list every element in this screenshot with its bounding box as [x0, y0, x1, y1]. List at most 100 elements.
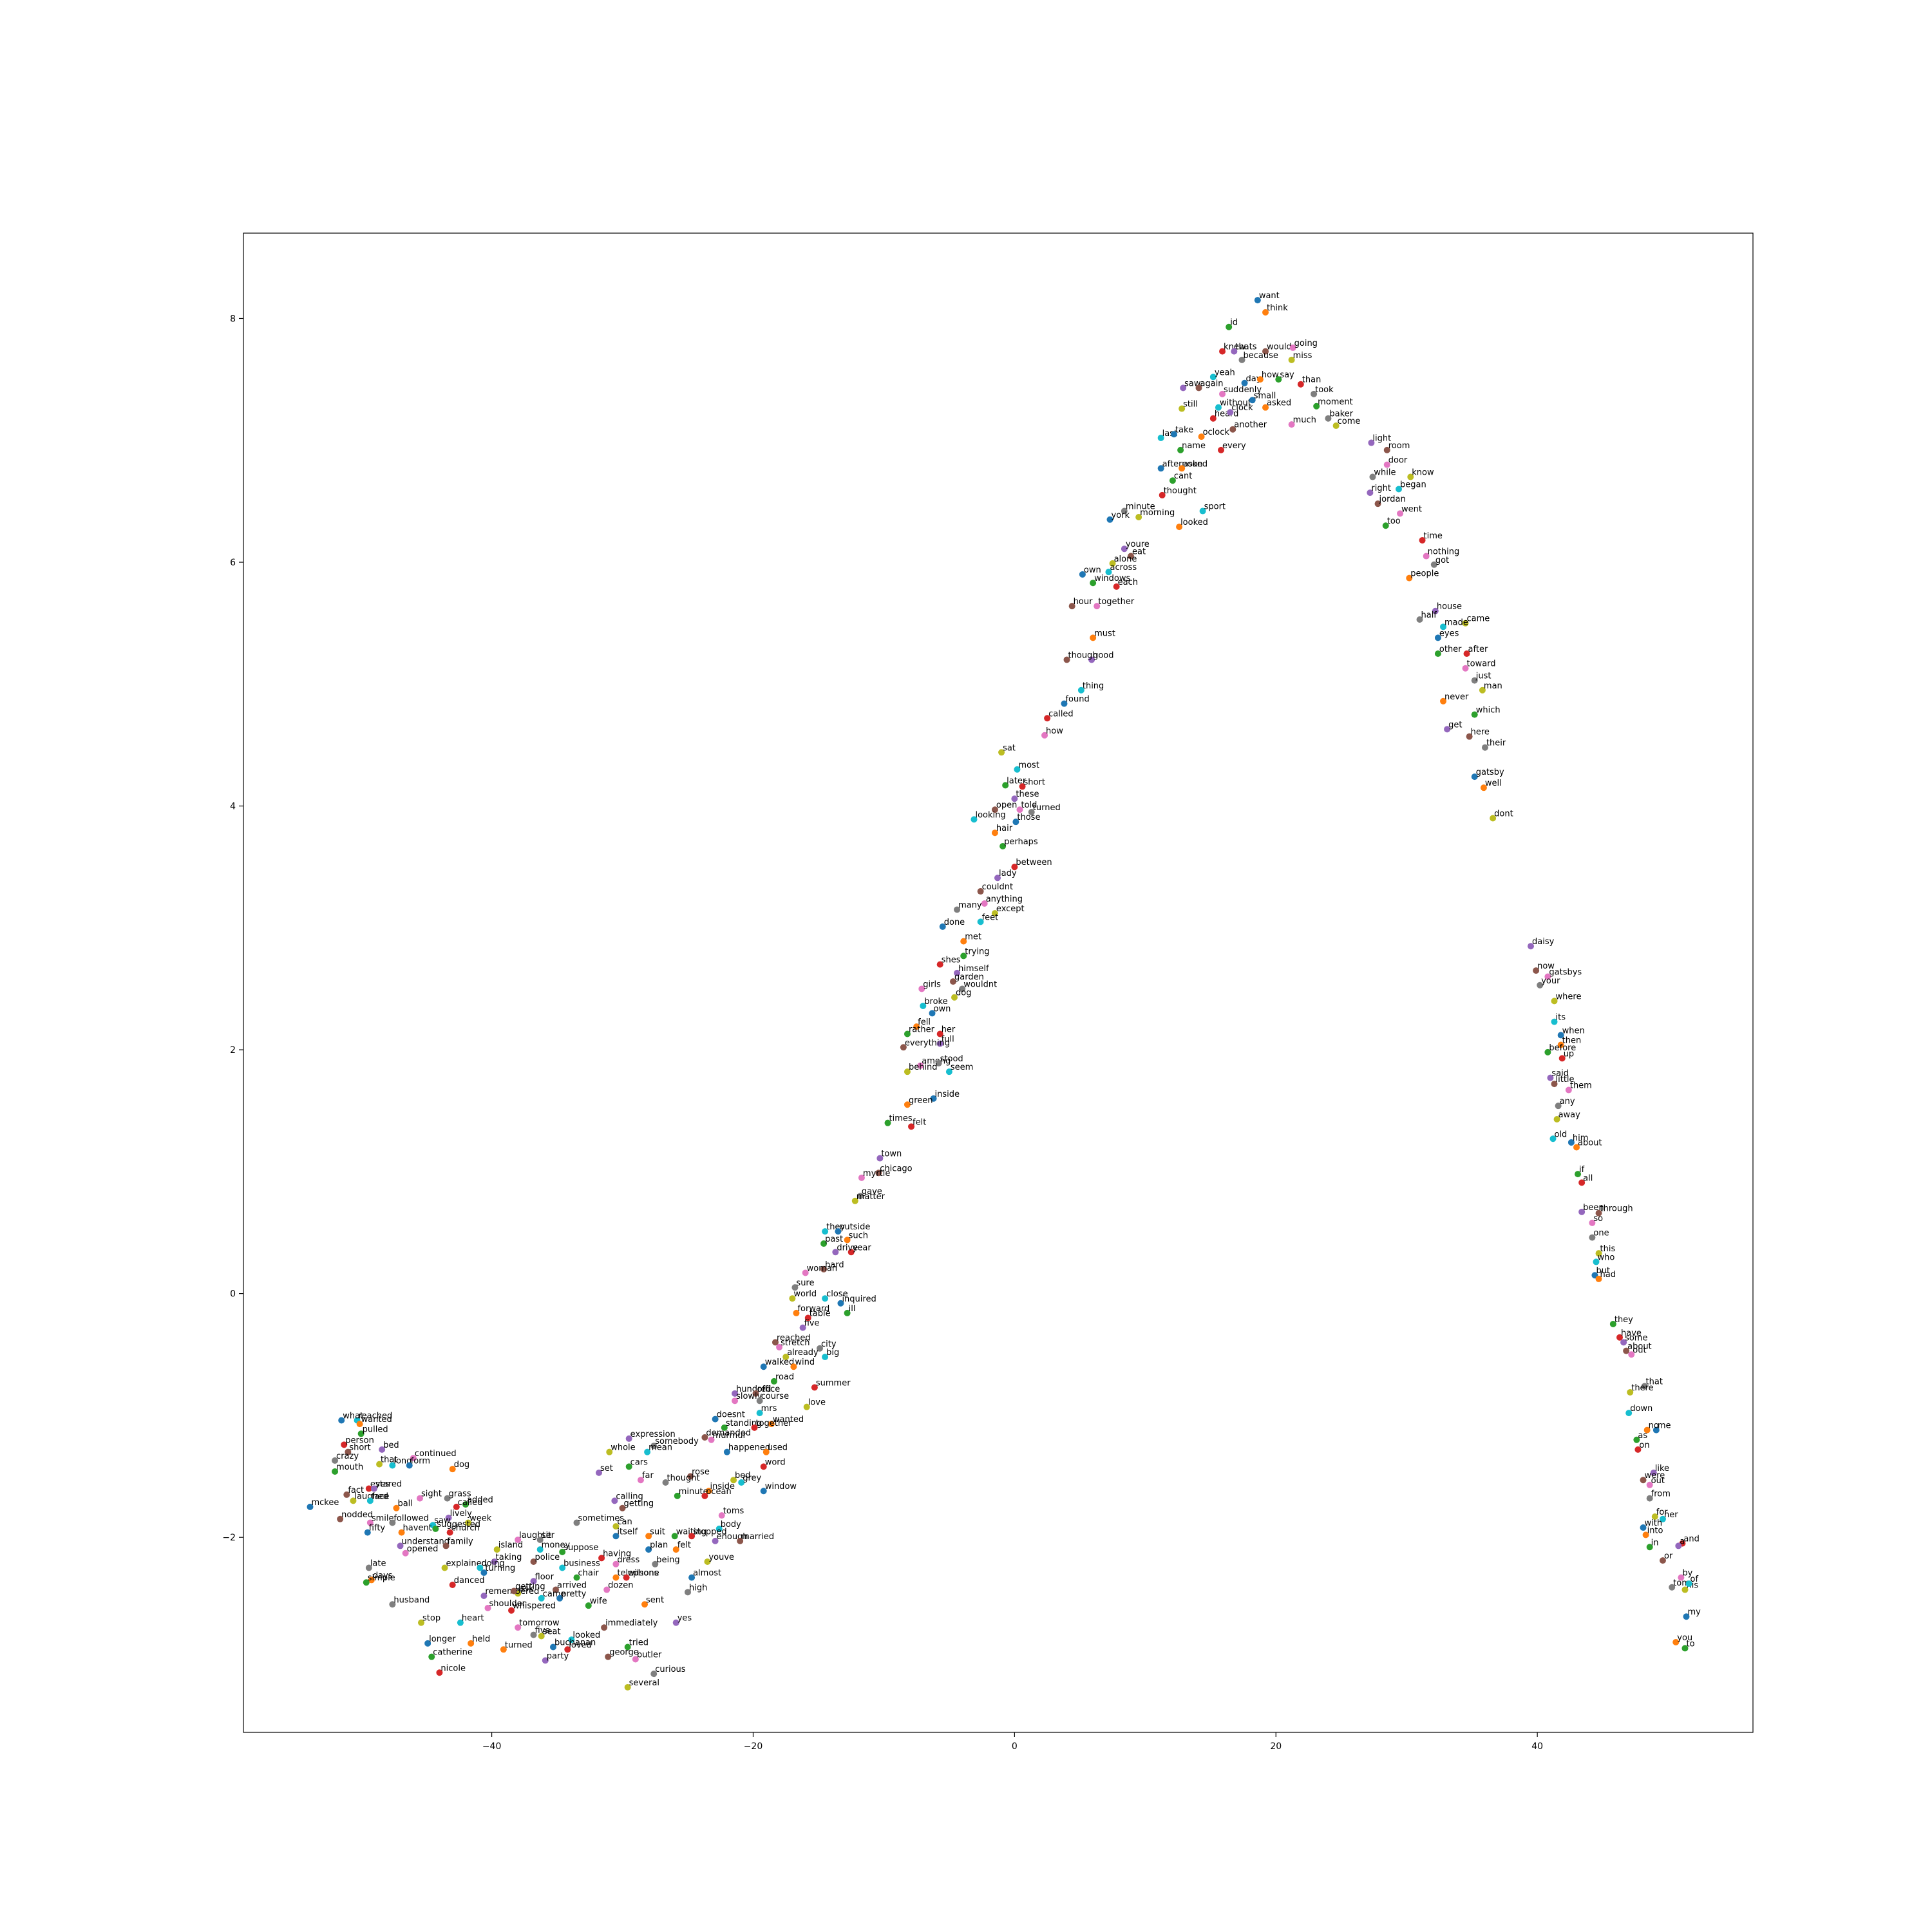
data-point	[1180, 384, 1187, 392]
point-label: added	[467, 1495, 493, 1505]
data-point	[449, 1581, 456, 1588]
data-point	[1289, 344, 1296, 351]
point-label: crazy	[336, 1452, 359, 1461]
point-label: a	[1680, 1537, 1685, 1546]
data-point	[672, 1619, 679, 1626]
data-point	[1659, 1515, 1666, 1522]
point-label: down	[1630, 1404, 1653, 1414]
point-label: ocean	[706, 1487, 731, 1497]
point-label: door	[1388, 456, 1408, 466]
point-label: most	[1018, 761, 1039, 770]
data-point	[1537, 981, 1544, 989]
data-point	[536, 1536, 544, 1543]
point-label: lady	[999, 869, 1017, 878]
point-label: loved	[569, 1640, 592, 1650]
data-point	[398, 1529, 405, 1536]
point-label: havent	[403, 1524, 432, 1533]
point-label: for	[1656, 1508, 1669, 1517]
point-label: church	[451, 1524, 480, 1533]
point-label: into	[1647, 1526, 1663, 1535]
data-point	[1249, 397, 1256, 404]
data-point	[606, 1448, 613, 1455]
data-point	[723, 1448, 730, 1455]
data-point	[605, 1653, 612, 1660]
data-point	[549, 1643, 556, 1651]
data-point	[376, 1461, 383, 1468]
data-point	[596, 1469, 603, 1476]
point-label: mean	[649, 1443, 672, 1453]
data-point	[366, 1519, 374, 1526]
data-point	[791, 1284, 799, 1291]
point-label: that	[1646, 1377, 1663, 1387]
data-point	[1068, 603, 1075, 610]
point-label: sat	[1003, 743, 1016, 753]
point-label: course	[761, 1392, 789, 1401]
data-point	[462, 1501, 469, 1508]
data-point	[900, 1044, 907, 1051]
point-label: nothing	[1428, 547, 1460, 557]
point-label: grey	[743, 1473, 761, 1483]
data-point	[1595, 1275, 1602, 1282]
point-label: love	[808, 1398, 826, 1408]
point-label: butler	[637, 1650, 662, 1660]
point-label: can	[617, 1517, 632, 1527]
point-label: garden	[954, 972, 984, 982]
point-label: getting	[624, 1499, 654, 1509]
y-tick-label: 4	[230, 802, 236, 812]
point-label: there	[1631, 1383, 1653, 1393]
data-point	[760, 1363, 767, 1370]
data-point	[822, 1228, 829, 1235]
data-point	[1367, 489, 1374, 497]
point-label: shoulder	[489, 1599, 526, 1609]
point-label: going	[1294, 339, 1318, 348]
data-point	[442, 1542, 450, 1549]
data-point	[1440, 697, 1447, 705]
data-point	[1369, 473, 1376, 480]
data-point	[1169, 477, 1176, 484]
point-label: stopped	[693, 1527, 727, 1537]
point-label: broke	[924, 997, 947, 1007]
data-point	[564, 1646, 571, 1653]
data-point	[803, 1403, 810, 1410]
data-point	[762, 1448, 770, 1455]
data-point	[530, 1631, 537, 1638]
point-label: suit	[650, 1527, 665, 1537]
x-tick-label: −20	[744, 1741, 763, 1752]
data-point	[701, 1434, 708, 1441]
point-label: far	[642, 1471, 654, 1481]
data-point	[365, 1564, 372, 1571]
point-label: alone	[1114, 554, 1137, 564]
data-point	[508, 1607, 515, 1614]
point-label: this	[1600, 1244, 1616, 1254]
point-label: how	[1046, 726, 1063, 736]
data-point	[752, 1390, 759, 1397]
data-point	[559, 1564, 566, 1571]
point-label: already	[787, 1348, 819, 1358]
data-point	[365, 1485, 372, 1492]
point-label: family	[448, 1537, 473, 1546]
data-point	[1135, 513, 1142, 520]
data-point	[1383, 446, 1390, 453]
point-label: were	[1645, 1471, 1665, 1481]
point-label: danced	[454, 1576, 485, 1586]
data-point	[1573, 1144, 1580, 1151]
point-label: what	[343, 1411, 363, 1421]
point-label: arrived	[557, 1581, 587, 1591]
data-point	[389, 1462, 396, 1469]
point-label: suppose	[564, 1543, 598, 1553]
point-label: some	[1625, 1333, 1647, 1343]
data-point	[999, 843, 1007, 850]
point-label: short	[349, 1443, 370, 1453]
data-point	[1241, 379, 1248, 386]
point-label: up	[1564, 1049, 1575, 1059]
data-point	[357, 1430, 365, 1437]
point-label: simple	[368, 1573, 395, 1583]
data-point	[625, 1463, 632, 1470]
point-label: myrtle	[863, 1169, 890, 1179]
point-label: summer	[816, 1378, 851, 1388]
point-label: times	[889, 1114, 913, 1124]
data-point	[1650, 1469, 1657, 1476]
data-point	[598, 1555, 605, 1562]
data-point	[1275, 376, 1282, 383]
